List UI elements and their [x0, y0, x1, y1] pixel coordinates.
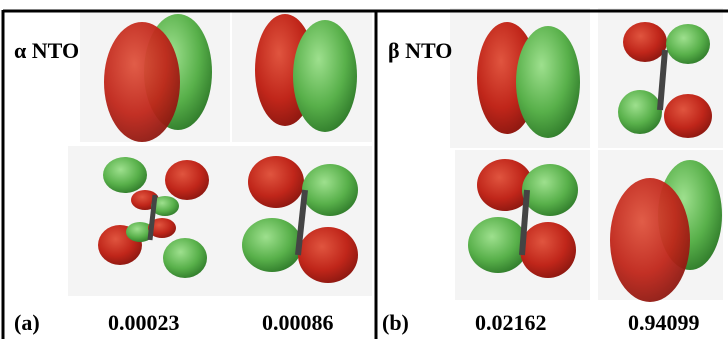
occupation-value: 0.02162 — [475, 312, 547, 334]
occupation-value: 0.00086 — [262, 312, 334, 334]
occupation-value: 0.00023 — [108, 312, 180, 334]
panel-title: α NTO — [14, 40, 79, 62]
figure: α NTO (a) 0.00023 0.00086 β NTO (b) 0.02… — [0, 0, 728, 339]
panel-label: (b) — [382, 312, 409, 334]
orbital-drawing — [0, 0, 728, 339]
panel-title: β NTO — [388, 40, 452, 62]
occupation-value: 0.94099 — [628, 312, 700, 334]
panel-label: (a) — [14, 312, 40, 334]
